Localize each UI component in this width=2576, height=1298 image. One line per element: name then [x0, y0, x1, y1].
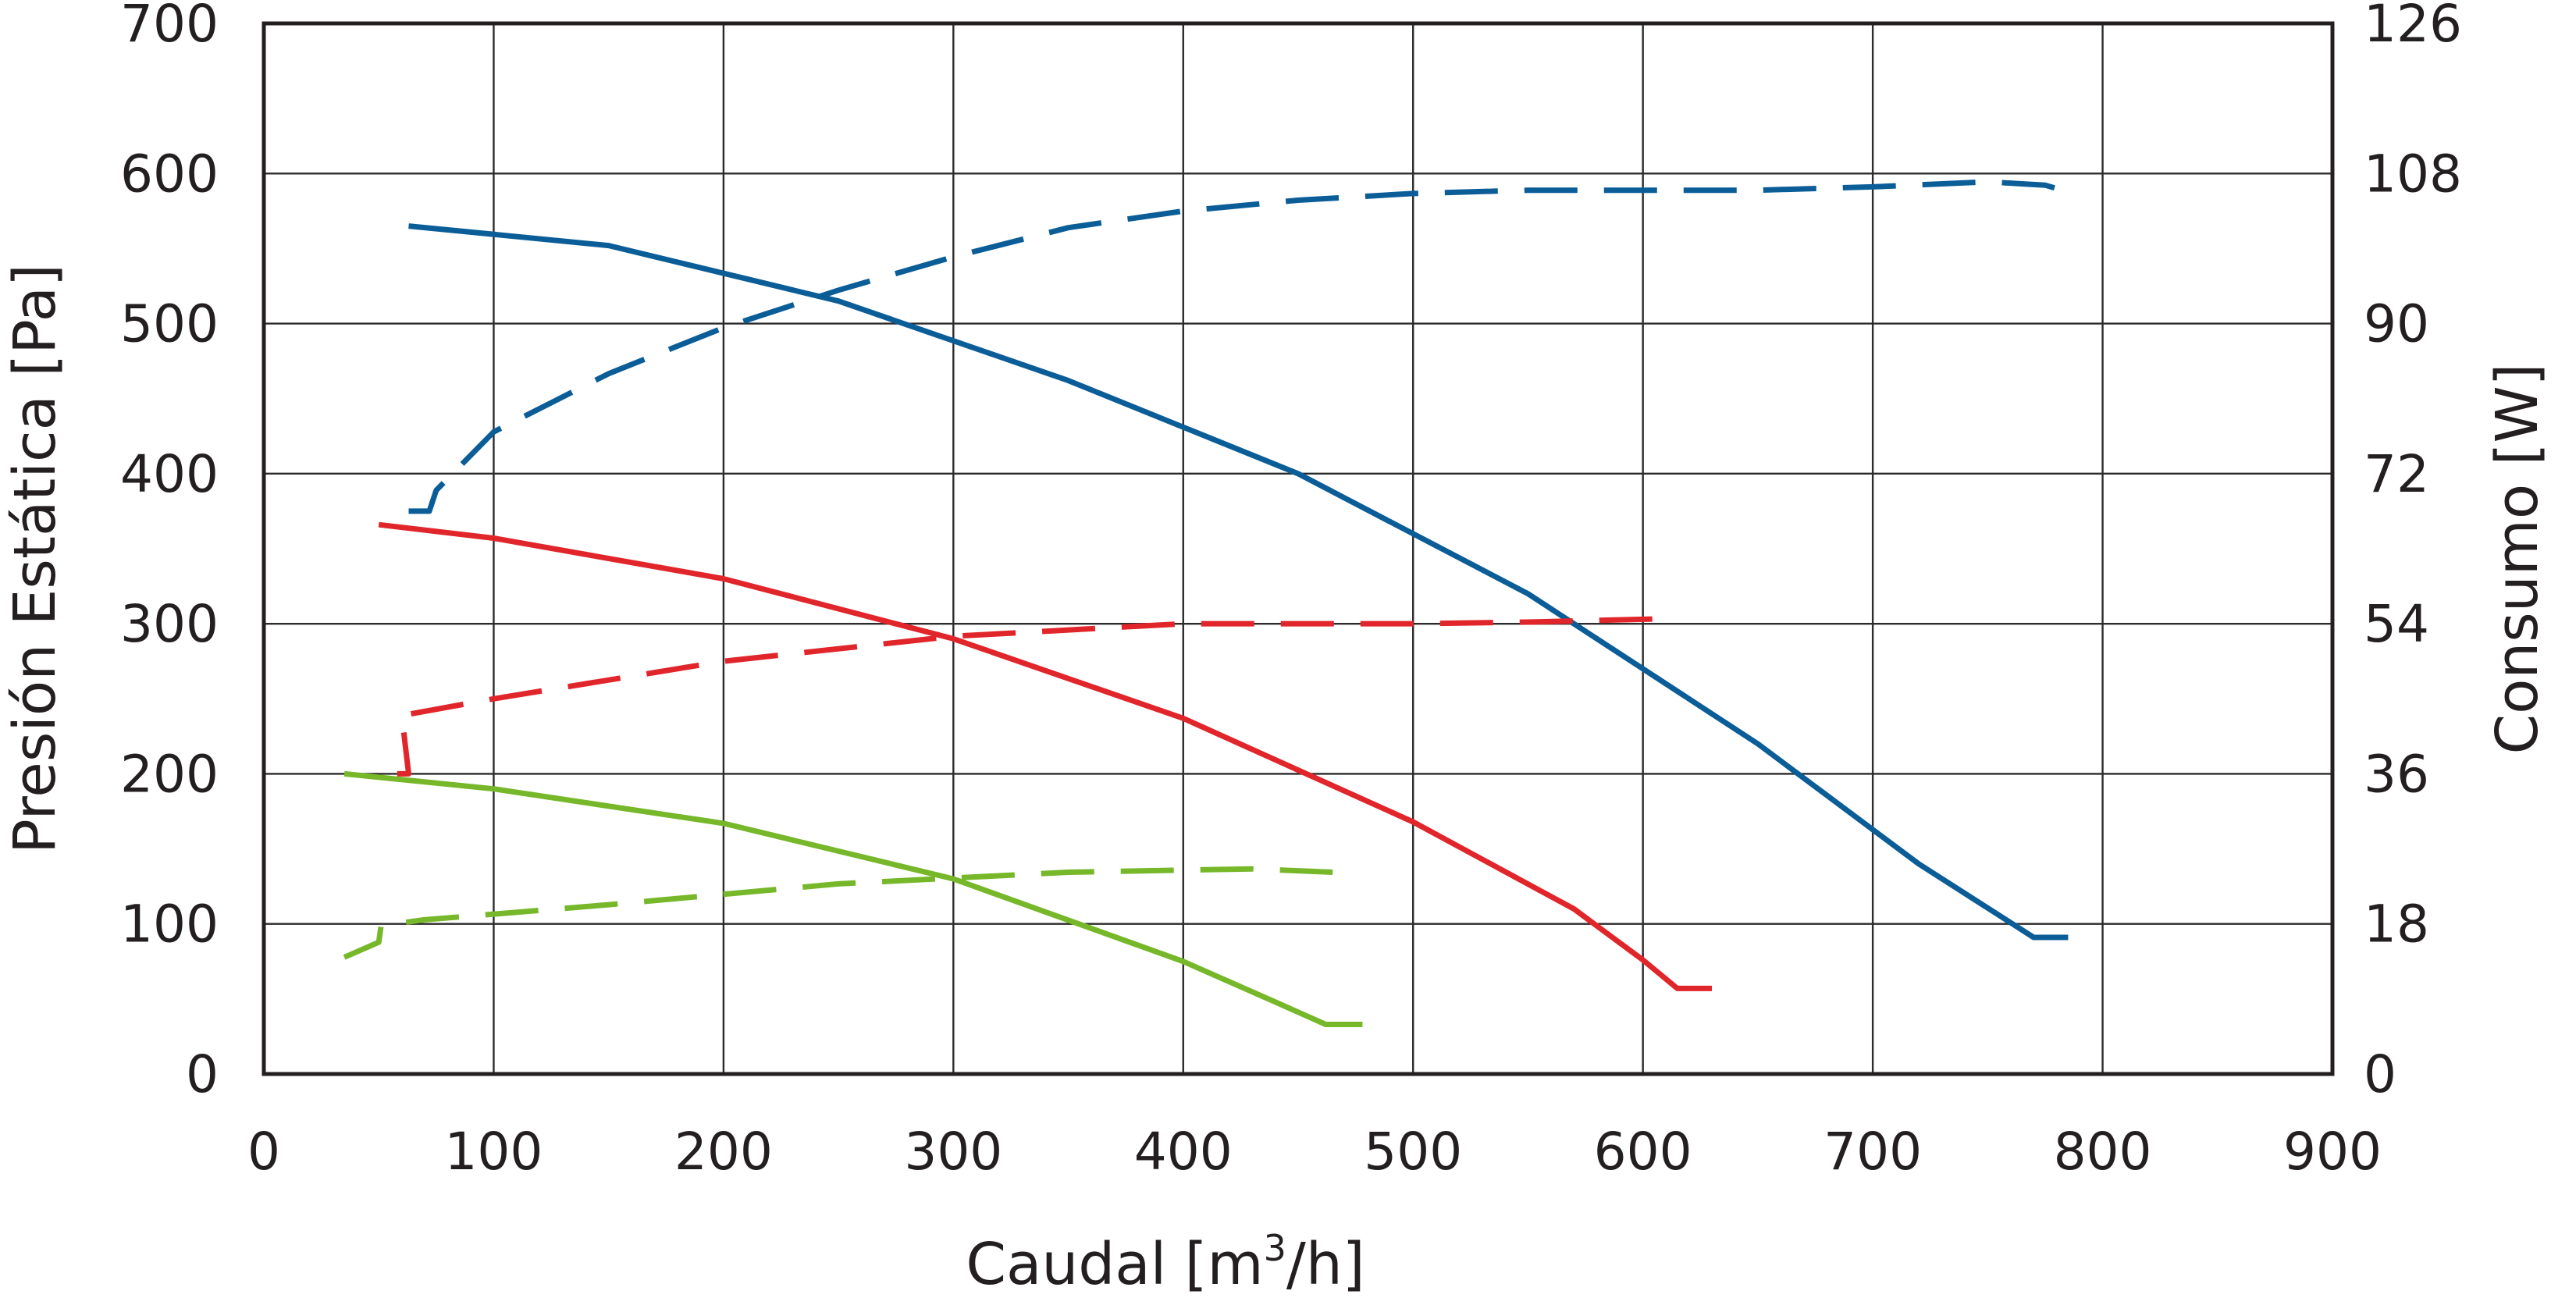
x-tick-label: 400 — [1134, 1122, 1233, 1182]
y2-tick-label: 36 — [2364, 744, 2429, 804]
x-tick-label: 0 — [247, 1122, 280, 1182]
y-tick-label: 700 — [120, 0, 219, 54]
y-tick-label: 100 — [120, 894, 219, 955]
consumption-red-curve — [397, 616, 1667, 777]
y-tick-label: 600 — [120, 144, 219, 204]
x-tick-label: 700 — [1823, 1122, 1922, 1182]
x-axis-ticks: 0 100 200 300 400 500 600 700 800 900 — [247, 1122, 2382, 1182]
x-tick-label: 300 — [904, 1122, 1002, 1182]
curves — [343, 179, 2069, 1027]
y2-tick-label: 18 — [2364, 894, 2429, 955]
y2-tick-label: 72 — [2364, 444, 2429, 504]
y2-axis-title: Consumo [W] — [2484, 363, 2551, 754]
x-tick-label: 600 — [1594, 1122, 1692, 1182]
y-tick-label: 400 — [120, 444, 219, 504]
x-tick-label: 100 — [444, 1122, 543, 1182]
y-axis-ticks: 0 100 200 300 400 500 600 700 — [120, 0, 219, 1104]
y2-axis-ticks: 0 18 36 54 72 90 108 126 — [2364, 0, 2462, 1104]
grid-lines — [264, 23, 2332, 1074]
pressure-blue-curve — [408, 223, 2069, 941]
x-tick-label: 800 — [2054, 1122, 2152, 1182]
x-tick-label: 200 — [674, 1122, 773, 1182]
consumption-green-curve — [343, 866, 1333, 960]
y2-tick-label: 54 — [2364, 594, 2429, 654]
y-tick-label: 300 — [120, 594, 219, 654]
y2-tick-label: 126 — [2364, 0, 2462, 54]
x-axis-title: Caudal [m3/h] — [966, 1227, 1364, 1298]
plot-frame — [262, 21, 2335, 1076]
y-axis-title: Presión Estática [Pa] — [2, 264, 69, 854]
y-tick-label: 200 — [120, 744, 219, 804]
y-tick-label: 0 — [186, 1044, 219, 1104]
y2-tick-label: 108 — [2364, 144, 2462, 204]
y-tick-label: 500 — [120, 294, 219, 354]
x-tick-label: 900 — [2283, 1122, 2382, 1182]
consumption-blue-curve — [408, 179, 2069, 514]
y2-tick-label: 90 — [2364, 294, 2429, 354]
pressure-red-curve — [378, 521, 1712, 991]
pressure-green-curve — [343, 770, 1363, 1027]
y2-tick-label: 0 — [2364, 1044, 2396, 1104]
x-tick-label: 500 — [1364, 1122, 1462, 1182]
